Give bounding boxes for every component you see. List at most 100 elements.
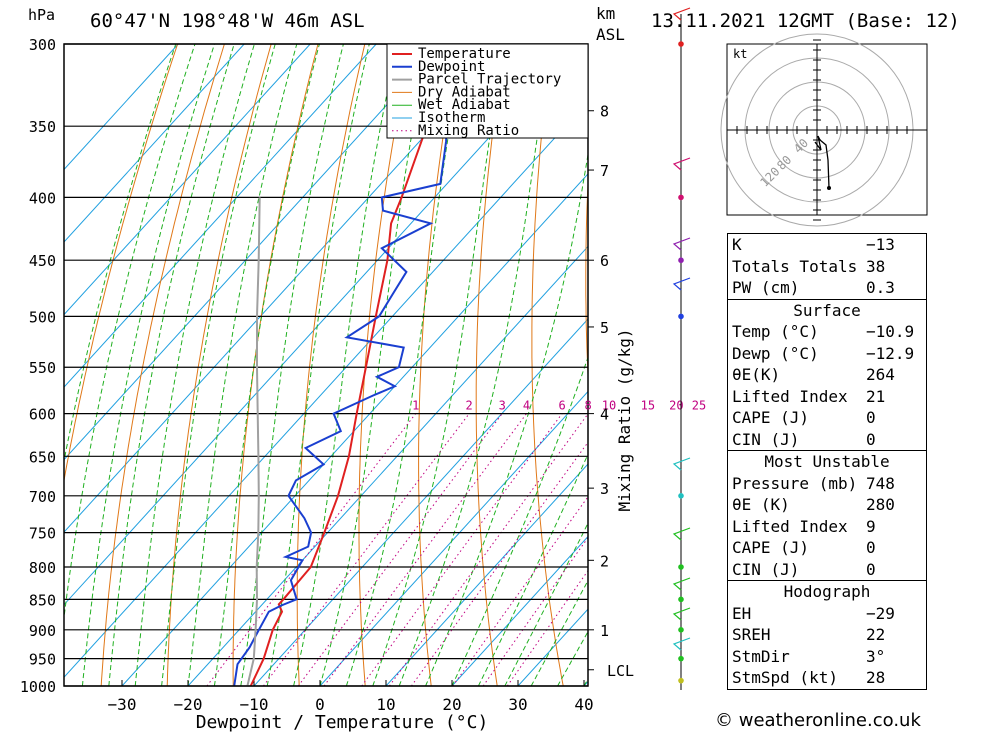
index-row: CAPE (J) 0 [728, 407, 926, 429]
legend-entry: Dewpoint [418, 59, 485, 75]
mixing-ratio-label: 6 [558, 399, 565, 413]
isotherm-line [64, 44, 575, 606]
wind-level-dot [678, 313, 684, 320]
x-tick-label: −10 [240, 695, 269, 714]
wet-adiabat-line [134, 44, 255, 686]
mixing-ratio-line [361, 413, 563, 686]
index-value: 280 [866, 495, 895, 514]
index-value: 9 [866, 516, 876, 536]
index-row: Lifted Index 21 [728, 386, 926, 408]
wet-adiabat-line [293, 44, 398, 686]
km-unit-label: km [596, 4, 616, 23]
hodograph-trace [814, 135, 830, 189]
mixing-ratio-label: 8 [585, 399, 592, 413]
index-row: Temp (°C) −10.9 [728, 321, 926, 343]
isotherm-line [64, 44, 443, 461]
km-tick-label: 5 [600, 319, 609, 337]
x-tick-label: 0 [315, 695, 325, 714]
index-value: 22 [866, 625, 886, 644]
km-tick-label: 6 [600, 252, 609, 270]
header-left: hPa [28, 4, 55, 25]
km-tick-label: 1 [600, 622, 609, 640]
wet-adiabat-line [530, 579, 588, 686]
wind-barb [672, 7, 691, 21]
parcel-trajectory-curve [246, 197, 261, 686]
wind-level-dot [678, 257, 684, 264]
index-value: 0 [866, 429, 876, 449]
index-row: EH −29 [728, 603, 926, 625]
index-label: EH [732, 603, 752, 623]
wet-adiabat-line [319, 44, 430, 686]
index-label: StmDir [732, 646, 790, 666]
legend-entry: Temperature [418, 46, 511, 62]
wet-adiabat-line [108, 44, 235, 686]
index-label: CAPE (J) [732, 408, 810, 427]
dry-adiabat-line [973, 44, 1000, 686]
dry-adiabat-line [638, 44, 695, 686]
mixing-ratio-label: 25 [692, 399, 706, 413]
index-value: 264 [866, 365, 895, 384]
index-row: CAPE (J) 0 [728, 537, 926, 559]
wind-level-dot [678, 627, 684, 633]
pressure-tick-label: 950 [29, 651, 56, 669]
isotherm-line [64, 44, 311, 316]
index-value: 0.3 [866, 278, 895, 297]
wind-barb [672, 637, 691, 651]
pressure-tick-label: 350 [29, 118, 56, 136]
index-value: 3° [866, 646, 886, 666]
temperature-curve [249, 44, 460, 686]
mixing-ratio-line [410, 441, 588, 686]
index-label: Dewp (°C) [732, 343, 819, 363]
mixing-ratio-line [323, 413, 527, 686]
index-row: StmSpd (kt) 28 [728, 667, 926, 689]
isotherm-line [64, 100, 588, 678]
index-label: Lifted Index [732, 386, 848, 406]
index-label: θE (K) [732, 495, 790, 514]
wet-adiabat-line [64, 44, 196, 621]
pressure-tick-label: 600 [29, 406, 56, 424]
index-label: θE(K) [732, 365, 781, 384]
mixing-ratio-label: 15 [641, 399, 655, 413]
wind-level-dot [678, 677, 684, 684]
isotherm-line [64, 44, 245, 243]
km-tick-label: 3 [600, 480, 609, 498]
mixing-ratio-label: 3 [499, 399, 506, 413]
pressure-tick-label: 750 [29, 525, 56, 543]
hodograph-unit: kt [733, 47, 747, 61]
copyright: © weatheronline.co.uk [715, 710, 921, 731]
isotherm-line [64, 44, 179, 171]
wind-barb [672, 607, 691, 621]
index-value: −10.9 [866, 322, 915, 341]
wind-barb [672, 577, 691, 591]
isotherm-line [319, 390, 588, 686]
index-value: 21 [866, 386, 886, 406]
mixing-ratio-axis-label: Mixing Ratio (g/kg) [615, 328, 634, 511]
mixing-ratio-label: 1 [412, 399, 419, 413]
asl-label: ASL [596, 25, 625, 44]
wind-level-dot [678, 596, 684, 603]
index-row: θE(K) 264 [728, 364, 926, 386]
km-tick-label: LCL [607, 662, 634, 680]
index-section-title: Most Unstable [764, 452, 890, 471]
wet-adiabat-line [161, 44, 276, 686]
km-tick-label: 7 [600, 162, 609, 180]
index-row: Totals Totals 38 [728, 256, 926, 278]
datetime-title: 13.11.2021 12GMT (Base: 12) [651, 10, 960, 32]
index-row: StmDir 3° [728, 646, 926, 668]
legend-entry: Parcel Trajectory [418, 72, 561, 88]
dry-adiabat-line [166, 44, 272, 686]
wet-adiabat-line [477, 453, 588, 686]
pressure-tick-label: 1000 [20, 678, 56, 696]
index-label: CIN (J) [732, 429, 800, 449]
pressure-tick-label: 700 [29, 488, 56, 506]
mixing-ratio-line [297, 413, 503, 686]
index-row: Lifted Index 9 [728, 516, 926, 538]
index-label: Temp (°C) [732, 322, 819, 341]
mixing-ratio-label: 2 [466, 399, 473, 413]
index-section-title: Surface [793, 300, 861, 320]
mixing-ratio-line [262, 413, 470, 686]
wind-barb [672, 157, 691, 171]
km-tick-label: 8 [600, 103, 609, 121]
legend-entry: Mixing Ratio [418, 123, 519, 139]
